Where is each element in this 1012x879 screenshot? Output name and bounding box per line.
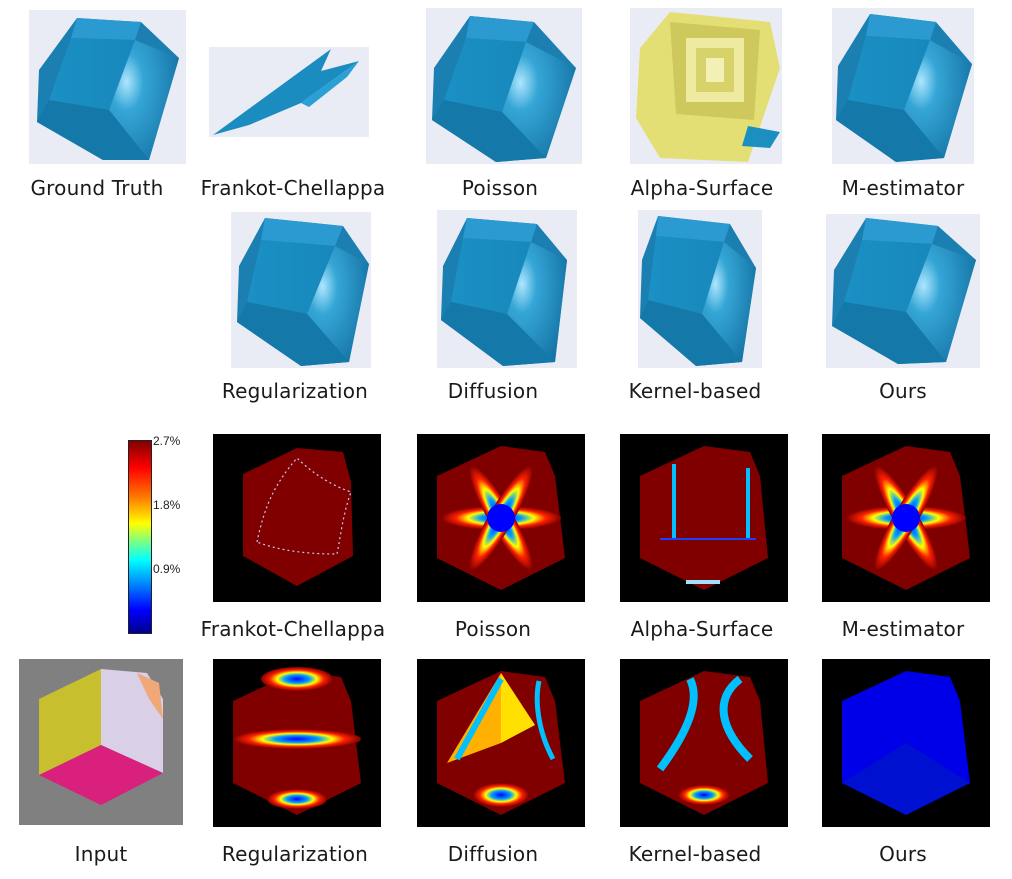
label-alpha-surface: Alpha-Surface xyxy=(630,176,774,200)
label-kernel: Kernel-based xyxy=(628,379,762,403)
label-frankot-error: Frankot-Chellappa xyxy=(200,617,386,641)
label-frankot: Frankot-Chellappa xyxy=(200,176,386,200)
diffusion-recon-image xyxy=(437,210,577,368)
label-diffusion: Diffusion xyxy=(447,379,539,403)
alpha-surface-recon-image xyxy=(630,8,782,164)
label-poisson-error: Poisson xyxy=(454,617,532,641)
ground-truth-image xyxy=(29,10,186,164)
label-alpha-surface-error: Alpha-Surface xyxy=(630,617,774,641)
label-poisson: Poisson xyxy=(461,176,539,200)
kernel-error-map xyxy=(620,659,788,827)
alpha-surface-error-map xyxy=(620,434,788,602)
m-estimator-recon-image xyxy=(832,8,974,164)
label-ours-error: Ours xyxy=(879,842,927,866)
colorbar-tick-mid: 1.8% xyxy=(153,498,181,512)
colorbar-tick-max: 2.7% xyxy=(153,434,181,448)
ours-error-map xyxy=(822,659,990,827)
diffusion-error-map xyxy=(417,659,585,827)
regularization-error-map xyxy=(213,659,381,827)
ours-recon-image xyxy=(826,214,980,368)
label-m-estimator-error: M-estimator xyxy=(841,617,965,641)
label-m-estimator: M-estimator xyxy=(841,176,965,200)
label-input: Input xyxy=(74,842,128,866)
regularization-recon-image xyxy=(231,212,371,368)
label-diffusion-error: Diffusion xyxy=(447,842,539,866)
frankot-error-map xyxy=(213,434,381,602)
error-colorbar xyxy=(128,440,152,634)
poisson-recon-image xyxy=(426,8,582,164)
label-regularization: Regularization xyxy=(221,379,369,403)
frankot-recon-image xyxy=(209,47,369,137)
label-ground-truth: Ground Truth xyxy=(30,176,164,200)
kernel-recon-image xyxy=(638,210,762,368)
label-regularization-error: Regularization xyxy=(221,842,369,866)
input-image xyxy=(19,659,183,825)
label-ours: Ours xyxy=(879,379,927,403)
colorbar-tick-low: 0.9% xyxy=(153,562,181,576)
poisson-error-map xyxy=(417,434,585,602)
label-kernel-error: Kernel-based xyxy=(628,842,762,866)
m-estimator-error-map xyxy=(822,434,990,602)
